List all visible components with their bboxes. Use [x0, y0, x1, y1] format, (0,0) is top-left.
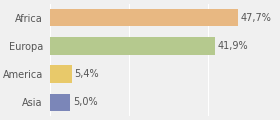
Bar	[50, 37, 215, 55]
Text: 41,9%: 41,9%	[218, 41, 248, 51]
Bar	[50, 94, 70, 111]
Text: 47,7%: 47,7%	[241, 12, 272, 23]
Bar	[50, 9, 238, 26]
Text: 5,0%: 5,0%	[73, 97, 97, 108]
Text: 5,4%: 5,4%	[74, 69, 99, 79]
Bar	[50, 65, 72, 83]
